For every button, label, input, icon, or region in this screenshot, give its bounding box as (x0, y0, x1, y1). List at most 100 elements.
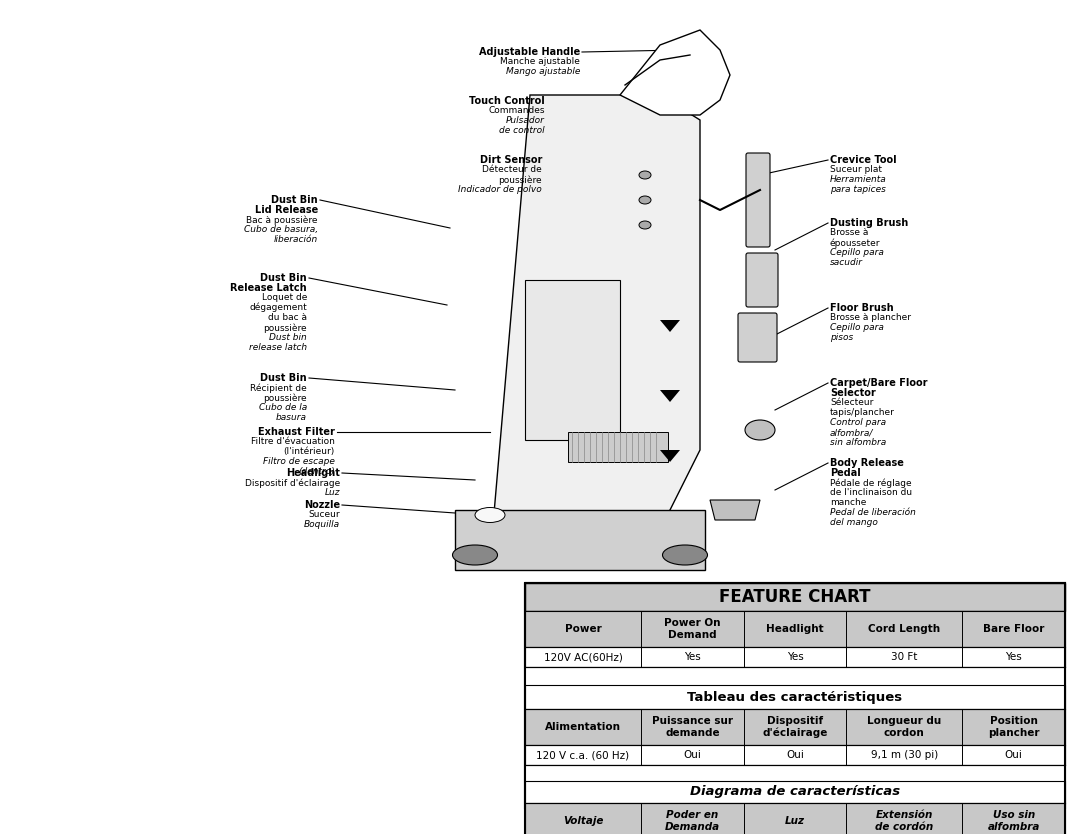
Text: Récipient de: Récipient de (251, 383, 307, 393)
Text: Headlight: Headlight (286, 468, 340, 478)
Text: para tapices: para tapices (831, 185, 886, 194)
Text: Brosse à plancher: Brosse à plancher (831, 313, 912, 322)
Text: manche: manche (831, 498, 866, 507)
Bar (525, 583, 1065, 834)
Text: Dust Bin: Dust Bin (260, 273, 307, 283)
Polygon shape (620, 30, 730, 115)
Text: Control para: Control para (831, 418, 886, 427)
Bar (525, 803, 1065, 834)
Bar (525, 709, 1065, 745)
Polygon shape (710, 500, 760, 520)
Text: dégagement: dégagement (249, 303, 307, 313)
Ellipse shape (639, 171, 651, 179)
Text: épousseter: épousseter (831, 238, 880, 248)
Ellipse shape (745, 420, 775, 440)
Text: Cubo de basura,: Cubo de basura, (244, 225, 318, 234)
Text: Power On
Demand: Power On Demand (664, 618, 720, 640)
Text: Luz: Luz (785, 816, 805, 826)
Text: Commandes: Commandes (488, 106, 545, 115)
Text: de l'inclinaison du: de l'inclinaison du (831, 488, 913, 497)
Text: Oui: Oui (1004, 750, 1023, 760)
Text: Alimentation: Alimentation (545, 722, 621, 732)
Text: FEATURE CHART: FEATURE CHART (719, 588, 870, 606)
Text: Sélecteur: Sélecteur (831, 398, 874, 407)
Text: Bac à poussière: Bac à poussière (246, 215, 318, 224)
Text: Boquilla: Boquilla (303, 520, 340, 529)
Text: Filtre d'évacuation: Filtre d'évacuation (252, 437, 335, 446)
Text: poussière: poussière (264, 393, 307, 403)
Text: (dentro): (dentro) (298, 467, 335, 476)
Text: Pedal: Pedal (831, 468, 861, 478)
Text: Yes: Yes (786, 652, 804, 662)
Text: Puissance sur
demande: Puissance sur demande (652, 716, 733, 738)
Text: de control: de control (499, 126, 545, 135)
Text: pisos: pisos (831, 333, 853, 342)
Ellipse shape (662, 545, 707, 565)
Text: Diagrama de características: Diagrama de características (690, 786, 900, 798)
Text: Dirt Sensor: Dirt Sensor (480, 155, 542, 165)
Bar (525, 781, 1065, 803)
Text: Pulsador: Pulsador (507, 116, 545, 125)
Text: Headlight: Headlight (766, 624, 824, 634)
Text: Dust bin: Dust bin (269, 333, 307, 342)
Text: release latch: release latch (248, 343, 307, 352)
Text: 120 V c.a. (60 Hz): 120 V c.a. (60 Hz) (537, 750, 630, 760)
Text: Power: Power (565, 624, 602, 634)
Text: Dust Bin: Dust Bin (271, 195, 318, 205)
Text: Crevice Tool: Crevice Tool (831, 155, 896, 165)
Text: Suceur plat: Suceur plat (831, 165, 882, 174)
Bar (525, 611, 1065, 647)
Text: 9,1 m (30 pi): 9,1 m (30 pi) (870, 750, 937, 760)
Text: alfombra/: alfombra/ (831, 428, 874, 437)
Bar (455, 510, 705, 570)
Text: Dust Bin: Dust Bin (260, 373, 307, 383)
Text: Loquet de: Loquet de (261, 293, 307, 302)
Ellipse shape (475, 508, 505, 522)
Ellipse shape (639, 221, 651, 229)
Text: Dispositif d'éclairage: Dispositif d'éclairage (245, 478, 340, 488)
Text: Position
plancher: Position plancher (988, 716, 1039, 738)
Text: Carpet/Bare Floor: Carpet/Bare Floor (831, 378, 928, 388)
Text: Touch Control: Touch Control (469, 96, 545, 106)
Text: Nozzle: Nozzle (303, 500, 340, 510)
FancyBboxPatch shape (746, 153, 770, 247)
Text: Pedal de liberación: Pedal de liberación (831, 508, 916, 517)
Bar (525, 583, 1065, 808)
Polygon shape (660, 450, 680, 462)
Ellipse shape (453, 545, 498, 565)
Text: Poder en
Demanda: Poder en Demanda (665, 810, 720, 832)
Text: sacudir: sacudir (831, 258, 863, 267)
Bar (525, 583, 1065, 611)
Text: Adjustable Handle: Adjustable Handle (478, 47, 580, 57)
Text: liberación: liberación (273, 235, 318, 244)
Text: du bac à: du bac à (268, 313, 307, 322)
Text: Exhaust Filter: Exhaust Filter (258, 427, 335, 437)
Text: Cepillo para: Cepillo para (831, 248, 883, 257)
Text: Manche ajustable: Manche ajustable (500, 57, 580, 66)
Text: 30 Ft: 30 Ft (891, 652, 918, 662)
Bar (525, 745, 1065, 765)
Text: Selector: Selector (831, 388, 876, 398)
Text: poussière: poussière (498, 175, 542, 184)
Bar (525, 685, 1065, 709)
Text: Oui: Oui (684, 750, 701, 760)
Text: del mango: del mango (831, 518, 878, 527)
Text: - 11 -: - 11 - (524, 811, 556, 825)
Text: Cord Length: Cord Length (868, 624, 941, 634)
Text: Longueur du
cordon: Longueur du cordon (867, 716, 942, 738)
Bar (525, 667, 1065, 685)
Text: Indicador de polvo: Indicador de polvo (458, 185, 542, 194)
Text: Mango ajustable: Mango ajustable (505, 67, 580, 76)
Text: Yes: Yes (1005, 652, 1022, 662)
Text: Floor Brush: Floor Brush (831, 303, 893, 313)
Text: Bare Floor: Bare Floor (983, 624, 1044, 634)
Text: Yes: Yes (684, 652, 701, 662)
Text: Dusting Brush: Dusting Brush (831, 218, 908, 228)
Text: Oui: Oui (786, 750, 804, 760)
Text: poussière: poussière (264, 323, 307, 333)
Bar (525, 647, 1065, 667)
FancyBboxPatch shape (746, 253, 778, 307)
Text: Tableau des caractéristiques: Tableau des caractéristiques (688, 691, 903, 704)
Text: Détecteur de: Détecteur de (483, 165, 542, 174)
Text: Cepillo para: Cepillo para (831, 323, 883, 332)
